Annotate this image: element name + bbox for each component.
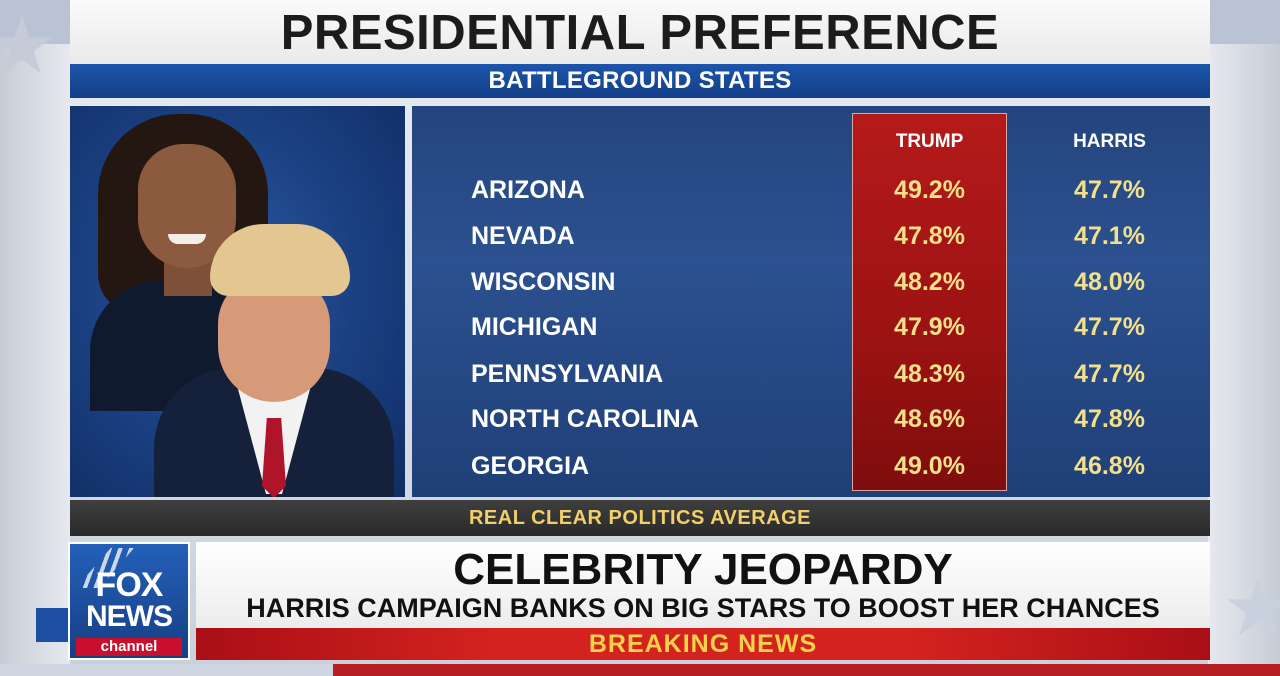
harris-value: 46.8% (1074, 452, 1145, 480)
candidates-photo (70, 106, 405, 497)
logo-line-news: NEWS (86, 600, 173, 633)
state-name: NORTH CAROLINA (471, 405, 699, 433)
harris-value: 47.7% (1074, 360, 1145, 388)
decorative-chip (36, 608, 70, 642)
column-header-trump: TRUMP (895, 131, 964, 152)
headline: CELEBRITY JEOPARDY (453, 545, 953, 594)
source-label: REAL CLEAR POLITICS AVERAGE (468, 506, 812, 529)
graphic-title: PRESIDENTIAL PREFERENCE (280, 6, 1000, 60)
background-left (0, 0, 70, 676)
subtitle-bar: BATTLEGROUND STATES (70, 64, 1210, 98)
trump-portrait-hair (210, 224, 350, 296)
state-name: GEORGIA (471, 452, 590, 480)
state-name: PENNSYLVANIA (471, 360, 664, 388)
table-row: GEORGIA 49.0% 46.8% (412, 444, 1210, 488)
source-bar: REAL CLEAR POLITICS AVERAGE (70, 500, 1210, 536)
breaking-news-label: BREAKING NEWS (588, 629, 818, 658)
poll-table: TRUMP HARRIS ARIZONA 49.2% 47.7% NEVADA … (412, 106, 1210, 497)
state-name: NEVADA (471, 222, 575, 250)
trump-value: 47.9% (894, 313, 965, 341)
harris-value: 47.7% (1074, 176, 1145, 204)
state-name: ARIZONA (471, 176, 585, 204)
table-row: NORTH CAROLINA 48.6% 47.8% (412, 397, 1210, 441)
trump-portrait-tie (262, 418, 286, 497)
background-right (1208, 0, 1280, 676)
trump-value: 48.3% (894, 360, 965, 388)
harris-value: 47.1% (1074, 222, 1145, 250)
logo-line-channel: channel (76, 638, 182, 656)
table-row: PENNSYLVANIA 48.3% 47.7% (412, 352, 1210, 396)
table-row: ARIZONA 49.2% 47.7% (412, 168, 1210, 212)
background-stripe-right (1208, 0, 1280, 44)
bottom-strip (0, 664, 1280, 676)
harris-value: 47.7% (1074, 313, 1145, 341)
subheadline: HARRIS CAMPAIGN BANKS ON BIG STARS TO BO… (246, 593, 1160, 623)
star-icon: ★ (0, 1, 58, 90)
breaking-news-banner: BREAKING NEWS (196, 628, 1210, 660)
harris-portrait-smile (168, 234, 206, 244)
harris-value: 47.8% (1074, 405, 1145, 433)
state-name: MICHIGAN (471, 313, 598, 341)
trump-value: 49.0% (894, 452, 965, 480)
title-bar: PRESIDENTIAL PREFERENCE (70, 0, 1210, 66)
trump-value: 48.2% (894, 268, 965, 296)
star-icon: ★ (1222, 563, 1280, 652)
trump-column-highlight (852, 113, 1007, 491)
harris-value: 48.0% (1074, 268, 1145, 296)
trump-value: 47.8% (894, 222, 965, 250)
logo-line-fox: FOX (95, 566, 164, 604)
column-header-harris: HARRIS (1073, 131, 1146, 152)
table-row: NEVADA 47.8% 47.1% (412, 214, 1210, 258)
headline-box: CELEBRITY JEOPARDY HARRIS CAMPAIGN BANKS… (196, 542, 1210, 628)
table-row: WISCONSIN 48.2% 48.0% (412, 260, 1210, 304)
trump-value: 49.2% (894, 176, 965, 204)
graphic-subtitle: BATTLEGROUND STATES (488, 67, 792, 94)
state-name: WISCONSIN (471, 268, 616, 296)
background-stripe-left (0, 0, 70, 44)
table-row: MICHIGAN 47.9% 47.7% (412, 305, 1210, 349)
fox-news-logo: FOX NEWS channel (68, 542, 190, 660)
trump-value: 48.6% (894, 405, 965, 433)
